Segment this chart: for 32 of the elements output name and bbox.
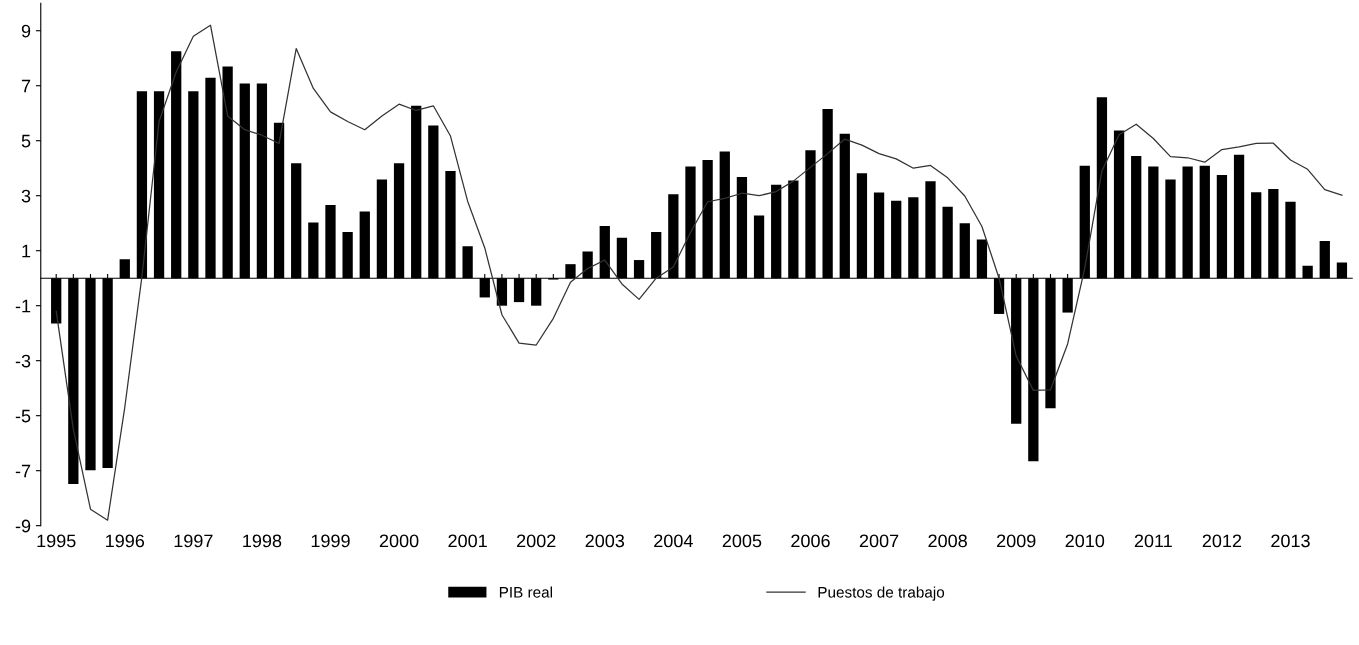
x-tick-label: 2005 [722, 534, 762, 548]
x-tick-label: 1995 [37, 534, 76, 548]
x-tick-label: 2010 [1065, 534, 1105, 548]
x-tick-label: 2004 [654, 534, 693, 548]
x-tick-label: 2000 [379, 534, 419, 548]
y-tick-label: -3 [15, 354, 31, 368]
x-tick-label: 1998 [243, 534, 282, 548]
y-tick-label: -9 [15, 519, 31, 533]
legend-label: Puestos de trabajo [818, 586, 945, 601]
y-tick-label: 1 [22, 244, 31, 258]
x-tick-label: 2001 [448, 534, 487, 548]
legend-label: PIB real [499, 586, 552, 598]
x-tick-label: 2008 [928, 534, 967, 548]
line-series [55, 24, 1343, 521]
x-tick-label: 2013 [1271, 534, 1310, 548]
y-tick-label: 7 [21, 79, 31, 93]
x-tick-label: 1997 [174, 534, 213, 548]
y-tick-label: 9 [21, 24, 31, 38]
x-tick-label: 2011 [1134, 534, 1172, 548]
x-tick-label: 1996 [106, 534, 145, 548]
x-tick-label: 2012 [1202, 534, 1242, 548]
x-tick-label: 2006 [791, 534, 830, 548]
x-tick-label: 2009 [997, 534, 1036, 548]
x-tick-label: 2003 [585, 534, 625, 548]
x-tick-label: 2002 [517, 534, 556, 548]
x-tick-label: 2007 [859, 534, 899, 548]
y-tick-label: -1 [15, 299, 31, 313]
y-tick-label: -5 [15, 409, 31, 423]
y-tick-label: 3 [21, 189, 31, 203]
x-tick-label: 1999 [311, 534, 350, 548]
y-tick-label: 5 [21, 134, 31, 148]
y-tick-label: -7 [15, 464, 31, 478]
